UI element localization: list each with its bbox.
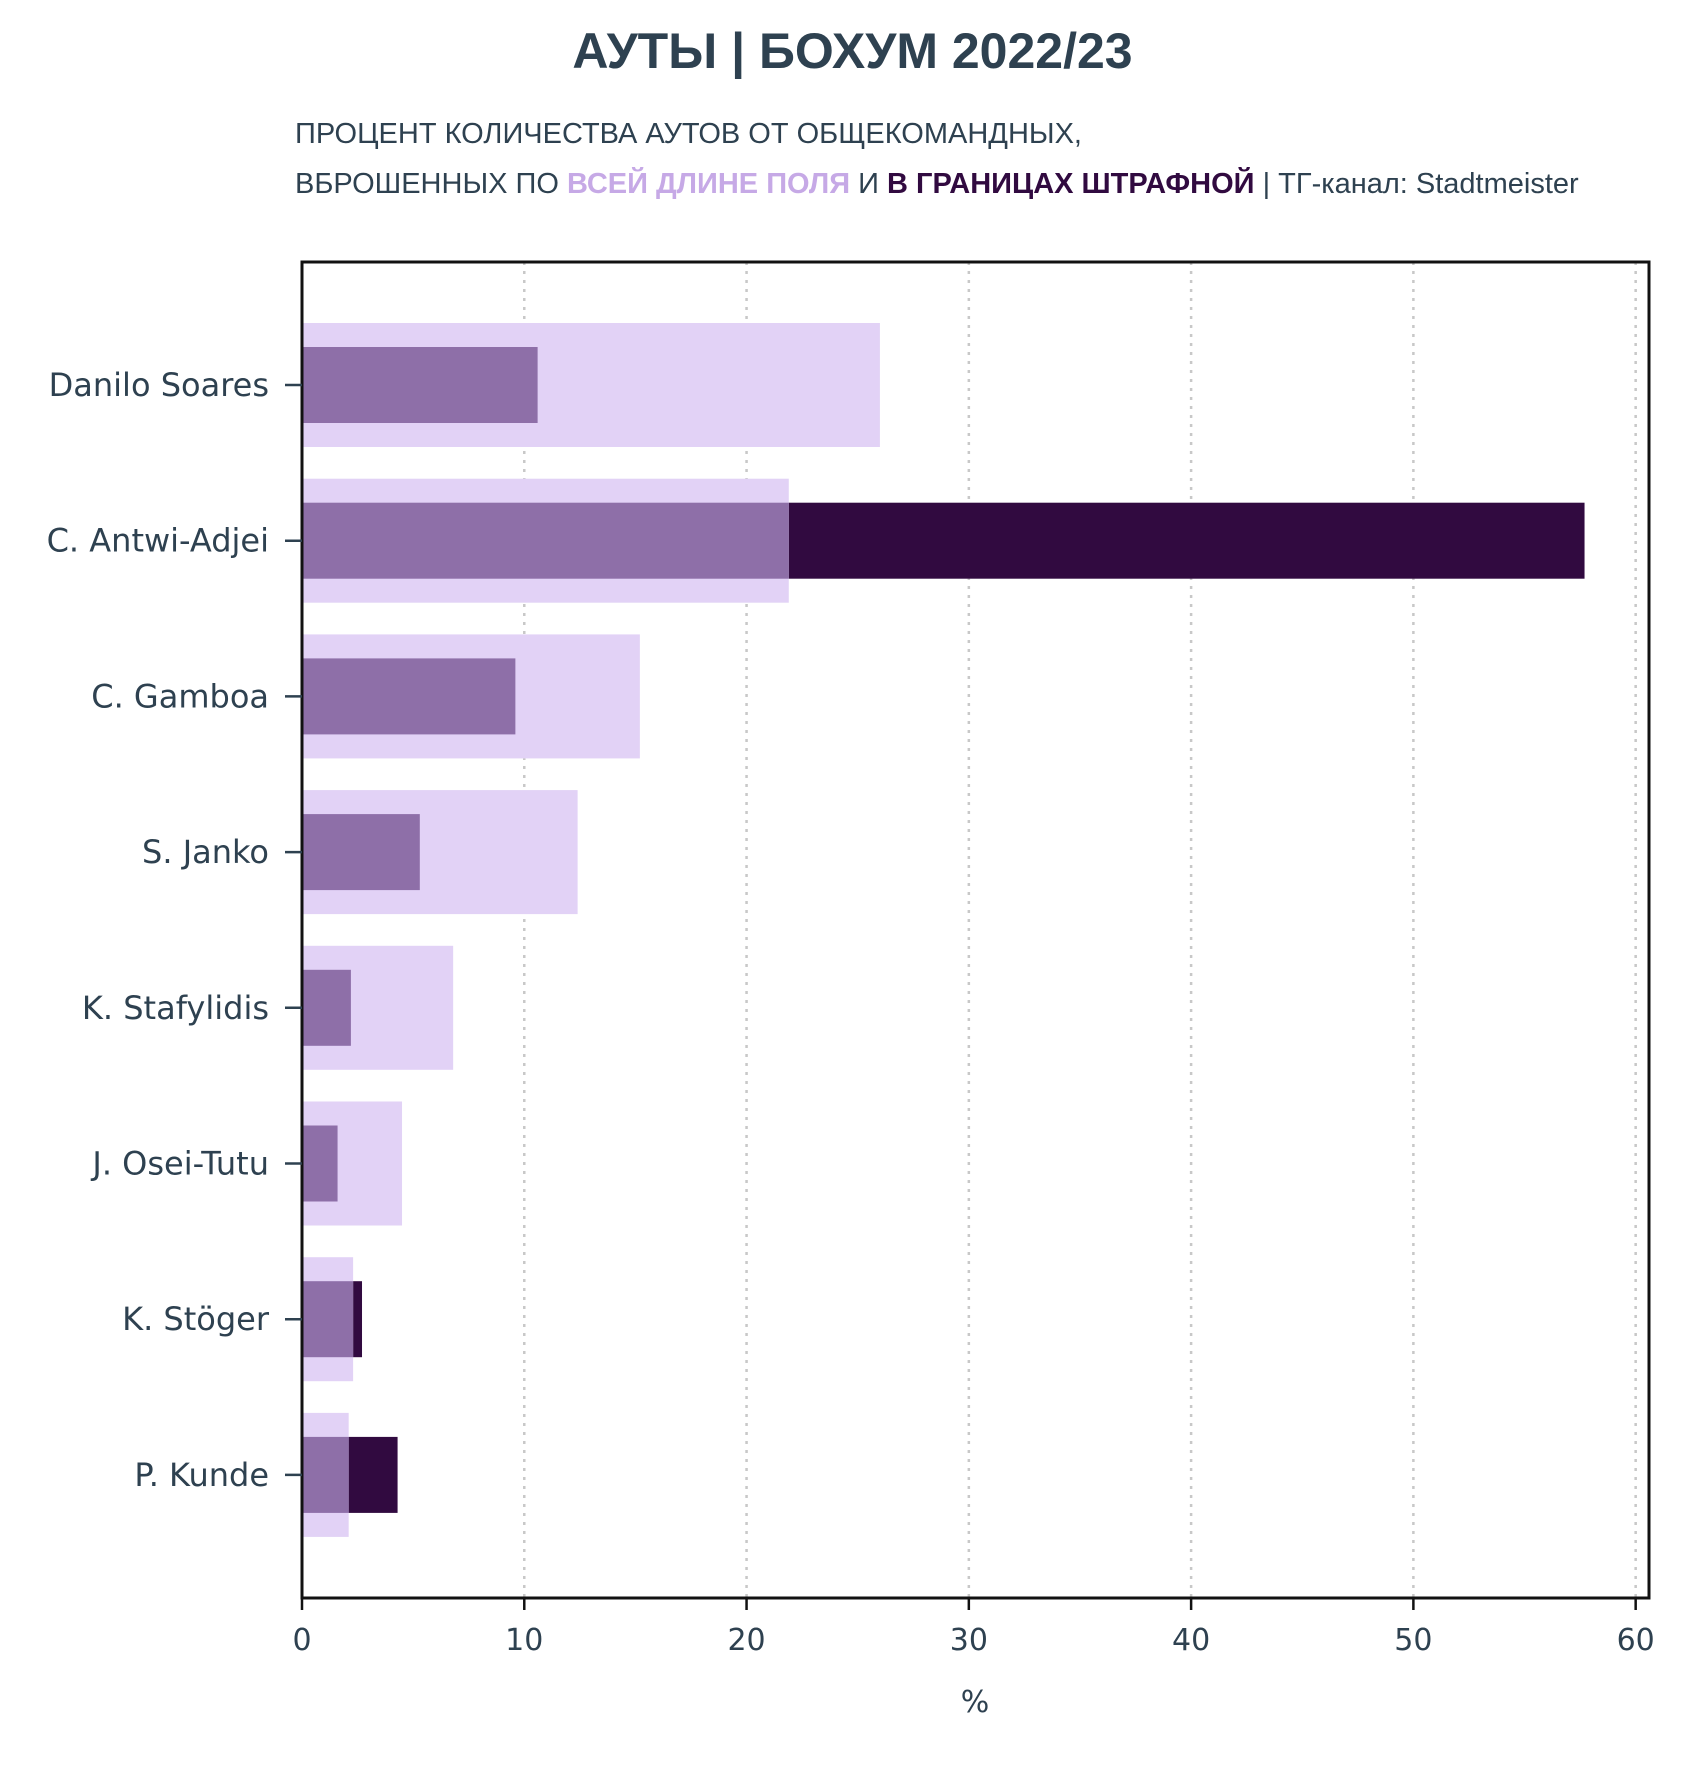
subtitle-separator: | bbox=[1254, 168, 1279, 200]
bar-penalty-box bbox=[348, 1436, 398, 1513]
bar-overlap bbox=[302, 658, 516, 735]
grid-lines bbox=[300, 262, 1637, 1598]
bar-group bbox=[302, 1101, 403, 1226]
bars bbox=[302, 323, 1585, 1537]
legend-full-field: ВСЕЙ ДЛИНЕ ПОЛЯ bbox=[566, 168, 851, 200]
x-tick-label: 10 bbox=[505, 1623, 543, 1658]
subtitle-connector: И bbox=[850, 168, 888, 200]
chart-subtitle-line2: ВБРОШЕННЫХ ПО ВСЕЙ ДЛИНЕ ПОЛЯ И В ГРАНИЦ… bbox=[295, 168, 1579, 201]
bar-overlap bbox=[302, 1281, 354, 1358]
x-tick-label: 60 bbox=[1617, 1623, 1655, 1658]
chart-subtitle-line1: ПРОЦЕНТ КОЛИЧЕСТВА АУТОВ ОТ ОБЩЕКОМАНДНЫ… bbox=[295, 118, 1082, 150]
bar-penalty-box bbox=[788, 502, 1585, 579]
bar-overlap bbox=[302, 814, 420, 891]
bar-overlap bbox=[302, 1436, 349, 1513]
bar-group bbox=[302, 1412, 398, 1537]
bar-group bbox=[302, 1257, 363, 1382]
bar-group bbox=[302, 790, 578, 915]
x-tick-label: 40 bbox=[1172, 1623, 1210, 1658]
bar-penalty-box bbox=[353, 1281, 363, 1358]
bar-group bbox=[302, 945, 454, 1070]
plot-frame bbox=[300, 260, 1651, 1600]
bar-overlap bbox=[302, 502, 789, 579]
credit-text: ТГ-канал: Stadtmeister bbox=[1278, 168, 1579, 200]
y-tick-label: P. Kunde bbox=[134, 1456, 269, 1494]
bar-overlap bbox=[302, 1125, 338, 1202]
chart-title: АУТЫ | БОХУМ 2022/23 bbox=[572, 23, 1133, 79]
y-tick-label: S. Janko bbox=[142, 833, 269, 871]
y-tick-label: K. Stafylidis bbox=[82, 989, 269, 1027]
y-tick-label: K. Stöger bbox=[122, 1300, 270, 1338]
y-tick-label: C. Gamboa bbox=[91, 677, 269, 715]
subtitle-prefix: ВБРОШЕННЫХ ПО bbox=[295, 168, 567, 200]
y-tick-label: J. Osei-Tutu bbox=[90, 1145, 269, 1183]
bar-group bbox=[302, 634, 640, 759]
x-tick-label: 30 bbox=[950, 1623, 988, 1658]
bar-group bbox=[302, 478, 1585, 603]
bar-group bbox=[302, 323, 880, 447]
x-axis: 0 10 20 30 40 50 60 bbox=[292, 1598, 1655, 1658]
x-tick-label: 0 bbox=[292, 1623, 311, 1658]
x-axis-label: % bbox=[961, 1685, 990, 1720]
y-tick-label: Danilo Soares bbox=[49, 366, 269, 404]
x-tick-label: 50 bbox=[1394, 1623, 1432, 1658]
legend-penalty-box: В ГРАНИЦАХ ШТРАФНОЙ bbox=[887, 168, 1255, 200]
x-tick-label: 20 bbox=[727, 1623, 765, 1658]
bar-overlap bbox=[302, 969, 351, 1046]
y-axis: Danilo Soares C. Antwi-Adjei C. Gamboa S. J… bbox=[47, 366, 302, 1494]
bar-overlap bbox=[302, 347, 538, 423]
y-tick-label: C. Antwi-Adjei bbox=[47, 522, 269, 560]
